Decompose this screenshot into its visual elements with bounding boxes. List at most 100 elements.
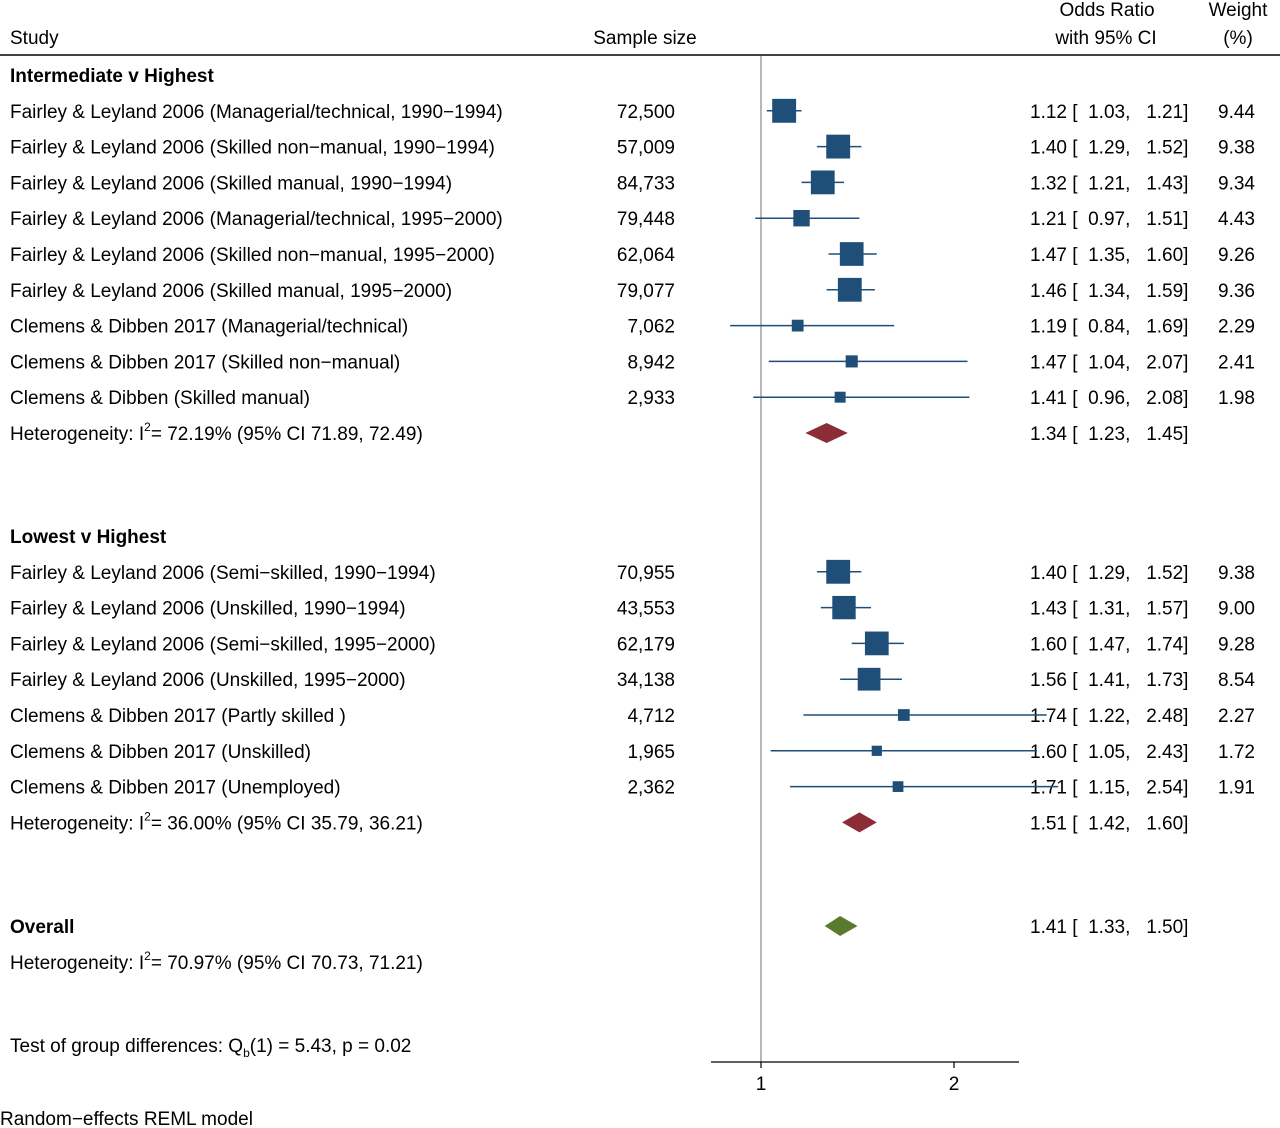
weight-value: 9.26 — [1218, 245, 1255, 266]
header-sample-size: Sample size — [593, 28, 697, 49]
study-box — [864, 631, 889, 656]
weight-value: 1.98 — [1218, 388, 1255, 409]
sample-size-value: 79,077 — [617, 281, 675, 302]
or-ci-value: 1.21 [ 0.97, 1.51] — [1030, 209, 1188, 230]
study-box — [871, 745, 882, 756]
sample-size-value: 70,955 — [617, 563, 675, 584]
study-box — [791, 319, 804, 332]
header-weight-line2: (%) — [1223, 28, 1253, 49]
weight-value: 2.29 — [1218, 317, 1255, 338]
study-label: Fairley & Leyland 2006 (Skilled manual, … — [10, 173, 452, 194]
study-box — [857, 667, 881, 691]
sample-size-value: 62,064 — [617, 245, 676, 266]
or-ci-value: 1.47 [ 1.04, 2.07] — [1030, 352, 1188, 373]
group-label: Intermediate v Highest — [10, 66, 214, 87]
or-ci-value: 1.60 [ 1.47, 1.74] — [1030, 634, 1188, 655]
overall-label: Overall — [10, 917, 74, 938]
sample-size-value: 84,733 — [617, 173, 675, 194]
sample-size-value: 34,138 — [617, 670, 675, 691]
sample-size-value: 7,062 — [627, 317, 675, 338]
subgroup-diamond — [842, 812, 877, 833]
header-study: Study — [10, 28, 59, 49]
study-label: Fairley & Leyland 2006 (Skilled non−manu… — [10, 138, 495, 159]
weight-value: 9.00 — [1218, 599, 1255, 620]
group-difference-test: Test of group differences: Qb(1) = 5.43,… — [10, 1036, 411, 1060]
study-label: Fairley & Leyland 2006 (Skilled manual, … — [10, 281, 452, 302]
weight-value: 8.54 — [1218, 670, 1255, 691]
study-box — [845, 355, 858, 368]
pooled-or-ci-value: 1.51 [ 1.42, 1.60] — [1030, 813, 1188, 834]
study-label: Fairley & Leyland 2006 (Managerial/techn… — [10, 102, 503, 123]
footnote: Random−effects REML model — [0, 1109, 253, 1128]
or-ci-value: 1.12 [ 1.03, 1.21] — [1030, 102, 1188, 123]
header-or-line2: with 95% CI — [1054, 28, 1156, 49]
sample-size-value: 57,009 — [617, 138, 675, 159]
study-label: Fairley & Leyland 2006 (Unskilled, 1990−… — [10, 599, 406, 620]
study-label: Clemens & Dibben 2017 (Managerial/techni… — [10, 317, 408, 338]
or-ci-value: 1.19 [ 0.84, 1.69] — [1030, 317, 1188, 338]
header-weight-line1: Weight — [1209, 0, 1269, 21]
study-label: Fairley & Leyland 2006 (Semi−skilled, 19… — [10, 634, 436, 655]
or-ci-value: 1.56 [ 1.41, 1.73] — [1030, 670, 1188, 691]
study-label: Clemens & Dibben (Skilled manual) — [10, 388, 310, 409]
or-ci-value: 1.32 [ 1.21, 1.43] — [1030, 173, 1188, 194]
weight-value: 9.38 — [1218, 563, 1255, 584]
study-label: Fairley & Leyland 2006 (Unskilled, 1995−… — [10, 670, 406, 691]
sample-size-value: 2,933 — [627, 388, 675, 409]
sample-size-value: 72,500 — [617, 102, 675, 123]
weight-value: 9.38 — [1218, 138, 1255, 159]
sample-size-value: 8,942 — [627, 352, 675, 373]
weight-value: 9.34 — [1218, 173, 1255, 194]
sample-size-value: 79,448 — [617, 209, 675, 230]
study-box — [837, 277, 862, 302]
weight-value: 2.27 — [1218, 706, 1255, 727]
study-box — [810, 170, 835, 195]
weight-value: 9.28 — [1218, 634, 1255, 655]
header-or-line1: Odds Ratio — [1059, 0, 1154, 21]
study-box — [892, 781, 904, 792]
or-ci-value: 1.43 [ 1.31, 1.57] — [1030, 599, 1188, 620]
group-heterogeneity: Heterogeneity: I2= 72.19% (95% CI 71.89,… — [10, 420, 423, 445]
or-ci-value: 1.40 [ 1.29, 1.52] — [1030, 563, 1188, 584]
study-box — [826, 134, 851, 159]
weight-value: 1.91 — [1218, 778, 1255, 799]
or-ci-value: 1.46 [ 1.34, 1.59] — [1030, 281, 1188, 302]
sample-size-value: 1,965 — [627, 742, 675, 763]
or-ci-value: 1.71 [ 1.15, 2.54] — [1030, 778, 1188, 799]
sample-size-value: 2,362 — [627, 778, 675, 799]
study-label: Clemens & Dibben 2017 (Partly skilled ) — [10, 706, 346, 727]
subgroup-diamond — [805, 423, 848, 443]
study-label: Fairley & Leyland 2006 (Skilled non−manu… — [10, 245, 495, 266]
weight-value: 9.44 — [1218, 102, 1255, 123]
overall-diamond — [824, 916, 858, 936]
weight-value: 4.43 — [1218, 209, 1255, 230]
study-label: Clemens & Dibben 2017 (Skilled non−manua… — [10, 352, 400, 373]
weight-value: 2.41 — [1218, 352, 1255, 373]
or-ci-value: 1.74 [ 1.22, 2.48] — [1030, 706, 1188, 727]
study-box — [772, 98, 797, 123]
weight-value: 9.36 — [1218, 281, 1255, 302]
study-box — [793, 210, 810, 227]
study-label: Fairley & Leyland 2006 (Managerial/techn… — [10, 209, 503, 230]
overall-heterogeneity: Heterogeneity: I2= 70.97% (95% CI 70.73,… — [10, 949, 423, 974]
or-ci-value: 1.40 [ 1.29, 1.52] — [1030, 138, 1188, 159]
sample-size-value: 43,553 — [617, 599, 675, 620]
overall-or-ci-value: 1.41 [ 1.33, 1.50] — [1030, 917, 1188, 938]
x-tick-label: 1 — [756, 1074, 767, 1095]
or-ci-value: 1.47 [ 1.35, 1.60] — [1030, 245, 1188, 266]
x-tick-label: 2 — [949, 1074, 960, 1095]
group-heterogeneity: Heterogeneity: I2= 36.00% (95% CI 35.79,… — [10, 809, 423, 834]
sample-size-value: 4,712 — [627, 706, 675, 727]
weight-value: 1.72 — [1218, 742, 1255, 763]
or-ci-value: 1.60 [ 1.05, 2.43] — [1030, 742, 1188, 763]
study-box — [834, 391, 846, 403]
study-box — [839, 242, 864, 266]
or-ci-value: 1.41 [ 0.96, 2.08] — [1030, 388, 1188, 409]
study-label: Clemens & Dibben 2017 (Unemployed) — [10, 778, 341, 799]
sample-size-value: 62,179 — [617, 634, 675, 655]
study-box — [832, 595, 856, 620]
pooled-or-ci-value: 1.34 [ 1.23, 1.45] — [1030, 424, 1188, 445]
study-label: Fairley & Leyland 2006 (Semi−skilled, 19… — [10, 563, 436, 584]
study-label: Clemens & Dibben 2017 (Unskilled) — [10, 742, 311, 763]
